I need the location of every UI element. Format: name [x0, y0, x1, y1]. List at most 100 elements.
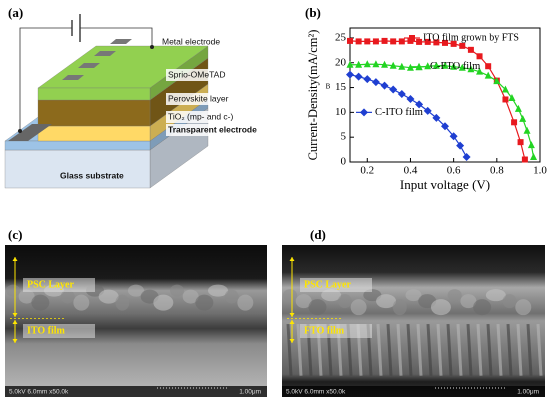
grain [128, 284, 144, 297]
marker [372, 38, 379, 45]
sem-scale: 1.00μm [517, 389, 539, 396]
series-line [349, 40, 526, 160]
x-tick-label: 0.4 [404, 165, 418, 177]
sem-footer: 5.0kV 6.0mm x50.0k [9, 389, 69, 396]
column [436, 323, 443, 376]
metal-contact [62, 75, 84, 80]
label-bg [166, 69, 266, 81]
device-diagram: Metal electrode Sprio-OMeTAD Perovskite la… [4, 14, 266, 189]
column [386, 323, 393, 376]
legend-label: C-ITO film [375, 107, 423, 118]
x-tick-label: 0.2 [360, 165, 374, 177]
column [296, 323, 303, 376]
arrow-head [289, 257, 295, 261]
layer-front [37, 125, 151, 142]
marker [467, 65, 475, 73]
column [376, 323, 383, 376]
node [150, 45, 154, 49]
grain [31, 294, 50, 311]
metal-contact [110, 39, 132, 44]
marker [355, 38, 362, 45]
layer-label: Glass substrate [60, 170, 124, 180]
column [486, 323, 493, 376]
grain [376, 294, 397, 309]
marker [371, 78, 380, 87]
legend-marker [415, 62, 423, 70]
grain [170, 284, 184, 297]
grain [321, 289, 342, 302]
legend-label: C-FTO film [430, 61, 480, 72]
marker [397, 90, 406, 99]
marker [398, 62, 406, 70]
x-tick-label: 1.0 [533, 165, 547, 177]
column [476, 323, 483, 376]
grain [295, 294, 312, 309]
contact [8, 124, 52, 141]
arrow-head [12, 257, 18, 261]
column [456, 323, 463, 376]
marker [476, 67, 484, 75]
grain [73, 294, 90, 311]
marker [450, 40, 457, 47]
column [416, 323, 423, 376]
grain [182, 289, 199, 304]
grain [350, 299, 367, 316]
sem-footer: 5.0kV 6.0mm x50.0k [286, 389, 346, 396]
metal-contact [78, 63, 100, 68]
node [18, 129, 22, 133]
label-box [23, 278, 95, 292]
label-box [300, 324, 372, 338]
marker [433, 39, 440, 46]
y-tick-label: 20 [335, 56, 347, 68]
label-bg [166, 93, 266, 105]
marker [381, 37, 388, 44]
column [506, 323, 513, 376]
marker [508, 93, 516, 101]
marker [442, 39, 448, 46]
grain [237, 294, 254, 311]
grain [460, 294, 477, 309]
sem-label: PSC Layer [304, 279, 352, 290]
y-axis-label: Current-Density(mA/cm²) [306, 30, 320, 161]
marker [523, 126, 531, 134]
marker [346, 70, 354, 79]
marker [390, 38, 397, 45]
sem-label: PSC Layer [27, 279, 75, 290]
marker [363, 60, 371, 68]
grain [153, 294, 174, 311]
marker [415, 100, 424, 109]
grain [447, 289, 462, 302]
x-axis-label: Input voltage (V) [400, 177, 490, 192]
column [286, 323, 293, 376]
marker [514, 104, 522, 112]
grain [60, 289, 75, 304]
layer-label: Sprio-OMeTAD [168, 69, 225, 79]
legend-label: ITO film grown by FTS [423, 32, 519, 43]
arrow-head [12, 313, 18, 317]
marker [355, 60, 363, 68]
marker [381, 60, 389, 68]
annotation: B [326, 83, 331, 91]
arrow-head [12, 320, 18, 324]
sem-image [5, 245, 267, 397]
column [426, 323, 433, 376]
marker [406, 63, 414, 71]
marker [441, 61, 449, 69]
column [526, 323, 533, 376]
grain [18, 289, 35, 304]
marker [521, 156, 528, 163]
marker [484, 71, 492, 79]
marker [519, 114, 527, 122]
marker [347, 37, 353, 44]
grain [208, 284, 228, 297]
column [406, 323, 413, 376]
marker [450, 62, 458, 70]
layer-front [4, 149, 151, 189]
y-tick-label: 10 [335, 106, 347, 118]
legend-marker [409, 35, 415, 41]
layer-front [37, 87, 151, 101]
column [396, 323, 403, 376]
arrow-head [289, 313, 295, 317]
panel-label: (d) [310, 227, 326, 242]
